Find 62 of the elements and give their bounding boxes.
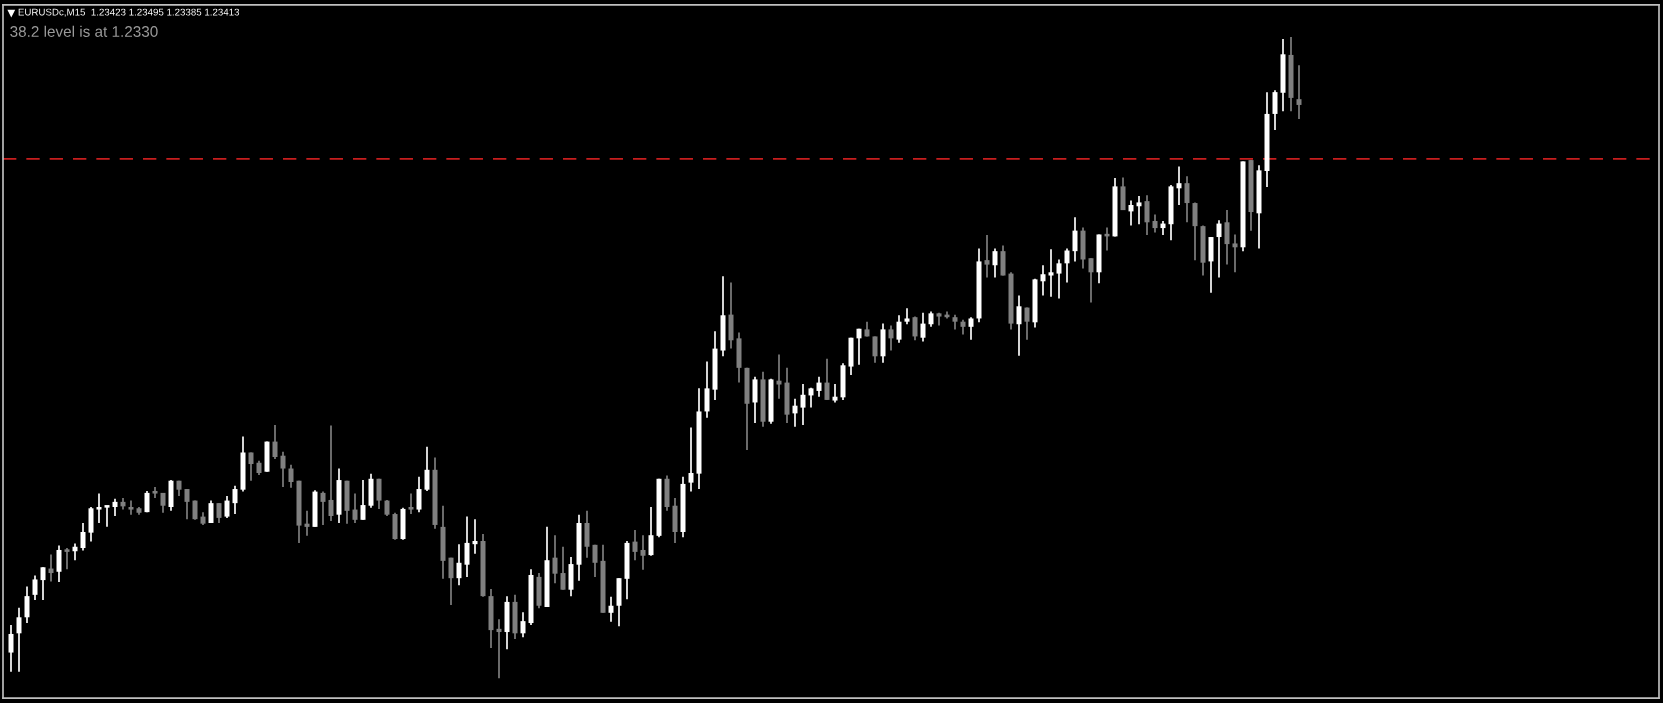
- candlestick: [48, 553, 54, 583]
- candlestick: [16, 606, 22, 673]
- candlestick: [456, 543, 462, 587]
- candlestick: [1056, 258, 1062, 300]
- candlestick: [1224, 209, 1230, 266]
- candlestick: [800, 383, 806, 426]
- candlestick: [232, 485, 238, 515]
- candlestick: [272, 424, 278, 460]
- text: 38.2 level is at 1.2330: [10, 25, 158, 37]
- candlestick: [992, 247, 998, 279]
- candlestick: [1184, 175, 1190, 224]
- candlestick: [80, 522, 86, 552]
- candlestick: [632, 529, 638, 562]
- candlestick: [1232, 233, 1238, 274]
- candlestick: [1016, 294, 1022, 357]
- candlestick: [560, 545, 566, 591]
- candlestick: [8, 624, 14, 673]
- candlestick: [56, 544, 62, 583]
- candlestick: [608, 595, 614, 623]
- candlestick: [856, 327, 862, 366]
- candlestick: [752, 375, 758, 424]
- candlestick: [24, 585, 30, 624]
- candlestick: [1040, 264, 1046, 297]
- candlestick: [1296, 64, 1302, 120]
- candlestick: [408, 492, 414, 515]
- candlestick: [1176, 165, 1182, 206]
- candlestick: [64, 547, 70, 571]
- candlestick: [40, 566, 46, 601]
- candlestick: [288, 463, 294, 489]
- candlestick: [792, 397, 798, 428]
- candlestick: [128, 499, 134, 516]
- candlestick: [584, 510, 590, 559]
- candlestick: [360, 479, 366, 521]
- candlestick: [216, 502, 222, 524]
- candlestick: [96, 492, 102, 524]
- candlestick: [888, 324, 894, 352]
- candlestick: [1072, 216, 1078, 263]
- candlestick: [1048, 248, 1054, 298]
- candlestick: [184, 488, 190, 521]
- candlestick: [32, 574, 38, 601]
- candlestick: [320, 490, 326, 526]
- candlestick: [1144, 194, 1150, 236]
- chart-title: EURUSDc,M15 1.23423 1.23495 1.23385 1.23413: [18, 8, 240, 17]
- candlestick: [984, 234, 990, 279]
- candlestick: [640, 534, 646, 571]
- candlestick: [1128, 199, 1134, 227]
- candlestick: [1136, 195, 1142, 226]
- candlestick: [248, 451, 254, 482]
- candlestick: [224, 495, 230, 519]
- candlestick: [1024, 306, 1030, 341]
- candlestick: [104, 505, 110, 528]
- candlestick: [464, 515, 470, 578]
- candlestick: [552, 534, 558, 585]
- candlestick: [376, 477, 382, 510]
- candlestick: [704, 360, 710, 419]
- candlestick: [592, 543, 598, 578]
- candlestick: [416, 476, 422, 513]
- candlestick: [1088, 257, 1094, 304]
- candlestick: [1192, 201, 1198, 261]
- candlestick: [688, 426, 694, 493]
- candlestick: [280, 451, 286, 488]
- candlestick: [896, 314, 902, 344]
